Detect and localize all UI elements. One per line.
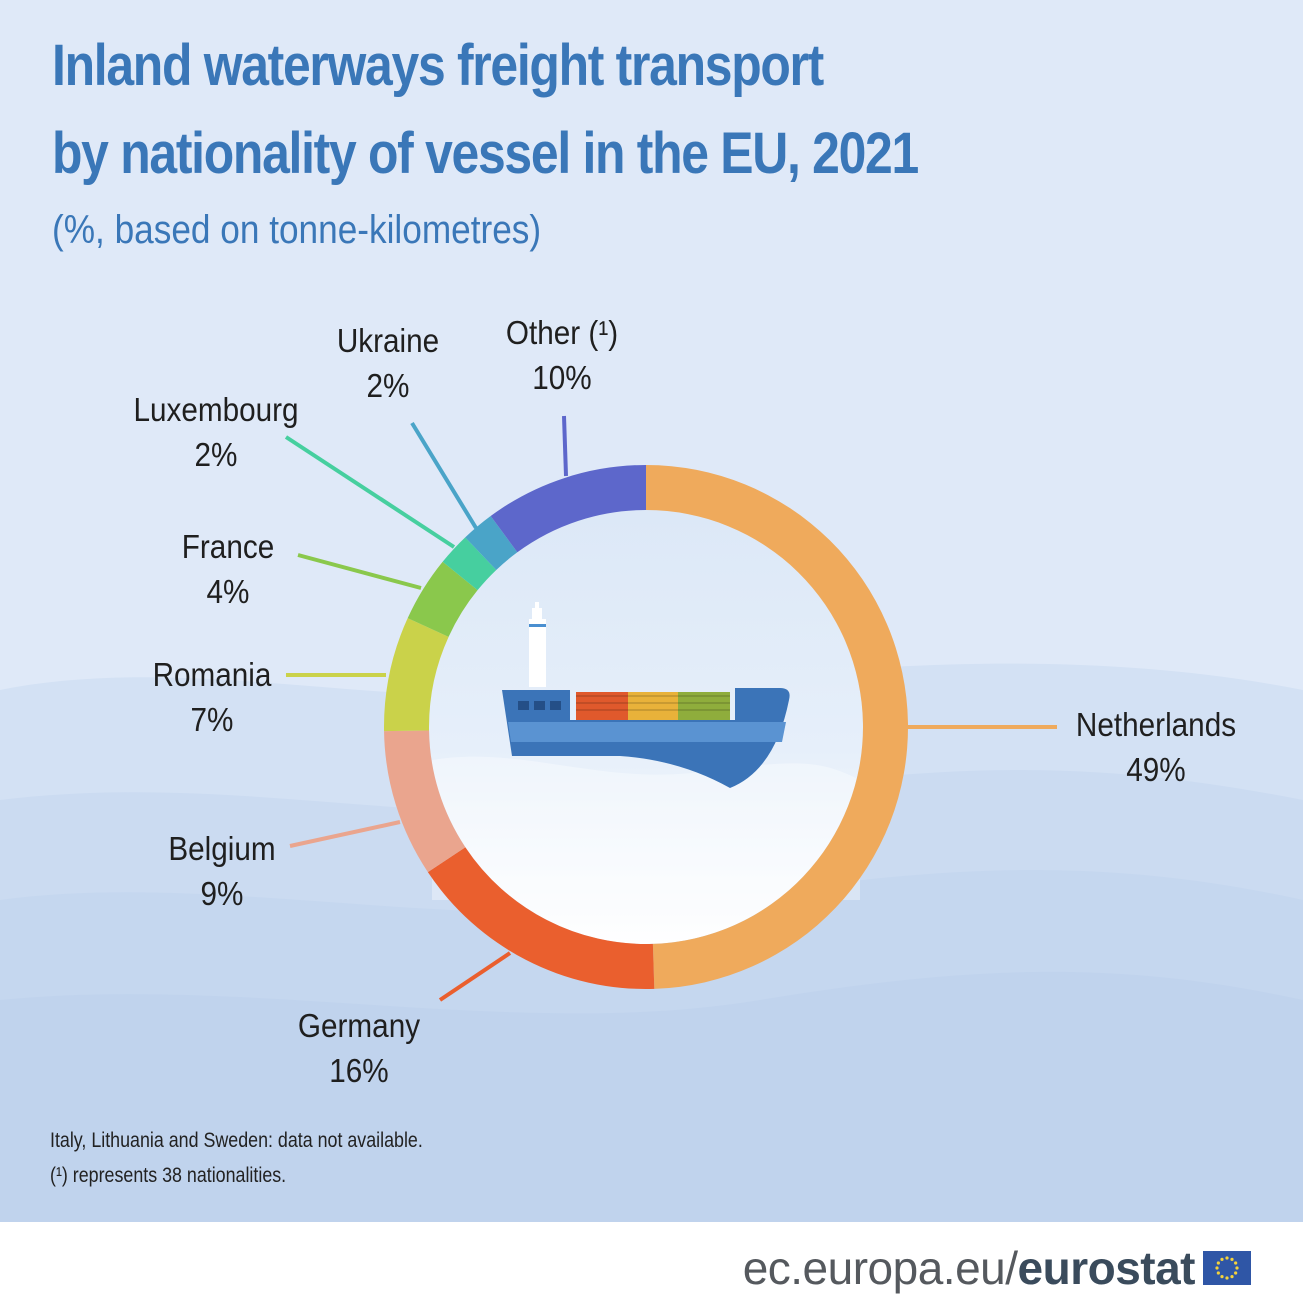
chart-title-line-1: Inland waterways freight transport (52, 33, 824, 98)
flag-star (1215, 1266, 1219, 1270)
label-luxembourg-name: Luxembourg (133, 391, 299, 428)
chart-title-line-2: by nationality of vessel in the EU, 2021 (52, 121, 919, 186)
leader-lines (284, 415, 1057, 1002)
flag-star (1230, 1275, 1234, 1279)
label-luxembourg: Luxembourg 2% (133, 387, 298, 477)
label-other-name: Other (¹) (505, 314, 619, 351)
flag-star (1216, 1261, 1220, 1265)
label-other: Other (¹) 10% (506, 310, 618, 400)
label-france: France 4% (182, 524, 274, 614)
flag-star (1235, 1266, 1239, 1270)
leader-line-luxembourg (284, 435, 456, 549)
slice-romania (384, 618, 449, 732)
slice-belgium (384, 730, 466, 873)
flag-star (1225, 1276, 1229, 1280)
label-ukraine-value: 2% (366, 367, 410, 404)
label-france-value: 4% (206, 573, 250, 610)
label-netherlands-name: Netherlands (1075, 706, 1237, 743)
label-germany: Germany 16% (298, 1003, 420, 1093)
label-other-value: 10% (532, 359, 592, 396)
flag-star (1220, 1257, 1224, 1261)
donut-slices (384, 464, 909, 989)
footnote-other-nationalities: (¹) represents 38 nationalities. (50, 1164, 287, 1187)
eu-flag-icon (1203, 1251, 1251, 1285)
label-belgium: Belgium 9% (168, 826, 275, 916)
footer-domain: ec.europa.eu/ (742, 1242, 1018, 1294)
leader-line-france (297, 553, 422, 590)
label-romania-name: Romania (152, 656, 272, 693)
eurostat-footer: ec.europa.eu/eurostat (743, 1238, 1251, 1298)
label-ukraine-name: Ukraine (336, 322, 440, 359)
label-romania: Romania 7% (153, 652, 272, 742)
label-luxembourg-value: 2% (194, 436, 238, 473)
label-ukraine: Ukraine 2% (337, 318, 439, 408)
slice-germany (427, 847, 655, 989)
slice-france (407, 561, 478, 637)
infographic-panel: Inland waterways freight transport by na… (0, 0, 1303, 1222)
flag-star (1225, 1256, 1229, 1260)
donut-chart (284, 415, 1057, 1002)
leader-line-other (562, 415, 568, 477)
footnotes: Italy, Lithuania and Sweden: data not av… (50, 1123, 423, 1193)
flag-star (1234, 1261, 1238, 1265)
flag-star (1216, 1271, 1220, 1275)
label-netherlands-value: 49% (1126, 751, 1186, 788)
wave-background (0, 663, 1303, 1222)
cargo-ship-icon (502, 602, 790, 788)
label-germany-value: 16% (329, 1052, 389, 1089)
leader-line-germany (438, 951, 512, 1002)
slice-luxembourg (442, 537, 497, 591)
leader-line-ukraine (410, 421, 478, 530)
flag-star (1220, 1275, 1224, 1279)
label-belgium-name: Belgium (168, 830, 276, 867)
flag-star (1234, 1271, 1238, 1275)
leader-line-belgium (289, 820, 401, 848)
chart-subtitle: (%, based on tonne-kilometres) (52, 208, 542, 252)
label-belgium-value: 9% (200, 875, 244, 912)
label-germany-name: Germany (297, 1007, 421, 1044)
slice-ukraine (465, 516, 518, 570)
slice-netherlands (646, 464, 909, 989)
label-romania-value: 7% (190, 701, 234, 738)
eurostat-url[interactable]: ec.europa.eu/eurostat (742, 1241, 1196, 1295)
slice-other (490, 465, 646, 553)
label-france-name: France (181, 528, 275, 565)
label-netherlands: Netherlands 49% (1076, 702, 1236, 792)
footnote-data-not-available: Italy, Lithuania and Sweden: data not av… (50, 1129, 423, 1152)
footer-brand: eurostat (1017, 1242, 1196, 1294)
flag-star (1230, 1257, 1234, 1261)
